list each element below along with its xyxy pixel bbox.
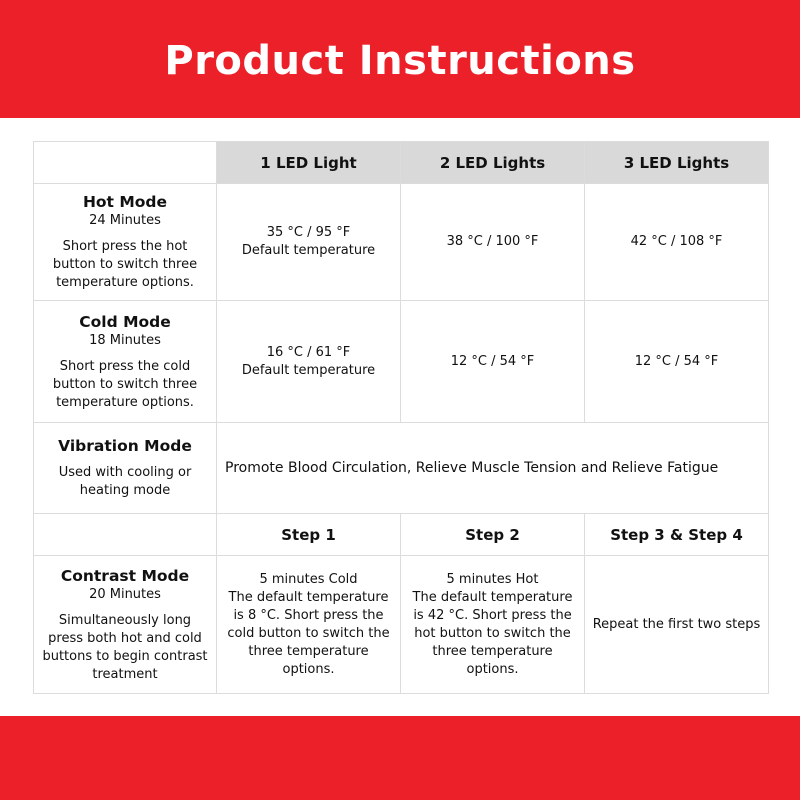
cold-1-temp: 16 °C / 61 °F — [266, 344, 351, 360]
contrast-mode-duration: 20 Minutes — [89, 586, 161, 602]
step-1-title: 5 minutes Cold — [259, 571, 358, 587]
contrast-mode-label: Contrast Mode 20 Minutes Simultaneously … — [33, 555, 217, 694]
hot-1-temp: 35 °C / 95 °F — [266, 225, 351, 240]
cold-1-led: 16 °C / 61 °F Default temperature — [216, 300, 401, 423]
vibration-mode-desc: Used with cooling or heating mode — [58, 465, 192, 498]
contrast-mode-desc: Simultaneously long press both hot and c… — [42, 612, 208, 682]
cold-1-note: Default temperature — [241, 362, 376, 378]
vibration-benefits: Promote Blood Circulation, Relieve Muscl… — [216, 422, 769, 514]
contrast-mode-title: Contrast Mode — [60, 566, 190, 585]
hot-mode-row: Hot Mode 24 Minutes Short press the hot … — [33, 183, 769, 301]
hot-mode-label: Hot Mode 24 Minutes Short press the hot … — [33, 183, 217, 301]
instructions-table: 1 LED Light 2 LED Lights 3 LED Lights Ho… — [33, 141, 769, 694]
hot-mode-title: Hot Mode — [82, 193, 168, 211]
header-1-led: 1 LED Light — [216, 141, 401, 184]
vibration-mode-title: Vibration Mode — [58, 437, 192, 455]
step-1-cell: 5 minutes Cold The default temperature is… — [216, 555, 401, 694]
hot-mode-desc: Short press the hot button to switch thr… — [52, 239, 198, 290]
header-row: 1 LED Light 2 LED Lights 3 LED Lights — [33, 141, 769, 184]
step-2-header: Step 2 — [400, 513, 585, 556]
header-2-led: 2 LED Lights — [400, 141, 585, 184]
step-1-desc: The default temperature is 8 °C. Short p… — [227, 589, 390, 677]
hot-1-note: Default temperature — [241, 243, 376, 258]
cold-2-led: 12 °C / 54 °F — [400, 300, 585, 423]
empty-cell — [33, 141, 217, 184]
header-3-led: 3 LED Lights — [584, 141, 769, 184]
hot-1-led: 35 °C / 95 °F Default temperature — [216, 183, 401, 301]
cold-mode-desc: Short press the cold button to switch th… — [52, 358, 198, 410]
hot-2-led: 38 °C / 100 °F — [400, 183, 585, 301]
cold-mode-row: Cold Mode 18 Minutes Short press the col… — [33, 300, 769, 423]
page-title: Product Instructions — [164, 38, 636, 84]
step-3-4-cell: Repeat the first two steps — [584, 555, 769, 694]
cold-mode-title: Cold Mode — [79, 312, 171, 331]
header-banner: Product Instructions — [0, 0, 800, 118]
hot-3-led: 42 °C / 108 °F — [584, 183, 769, 301]
steps-header-row: Step 1 Step 2 Step 3 & Step 4 — [33, 513, 769, 556]
step-2-title: 5 minutes Hot — [446, 571, 539, 587]
step-2-desc: The default temperature is 42 °C. Short … — [412, 589, 573, 677]
contrast-mode-row: Contrast Mode 20 Minutes Simultaneously … — [33, 555, 769, 694]
vibration-mode-row: Vibration Mode Used with cooling or heat… — [33, 422, 769, 514]
empty-cell — [33, 513, 217, 556]
cold-3-led: 12 °C / 54 °F — [584, 300, 769, 423]
hot-mode-duration: 24 Minutes — [89, 213, 161, 228]
step-3-4-header: Step 3 & Step 4 — [584, 513, 769, 556]
cold-mode-duration: 18 Minutes — [89, 332, 161, 348]
step-1-header: Step 1 — [216, 513, 401, 556]
step-2-cell: 5 minutes Hot The default temperature is … — [400, 555, 585, 694]
footer-banner — [0, 716, 800, 800]
vibration-mode-label: Vibration Mode Used with cooling or heat… — [33, 422, 217, 514]
cold-mode-label: Cold Mode 18 Minutes Short press the col… — [33, 300, 217, 423]
